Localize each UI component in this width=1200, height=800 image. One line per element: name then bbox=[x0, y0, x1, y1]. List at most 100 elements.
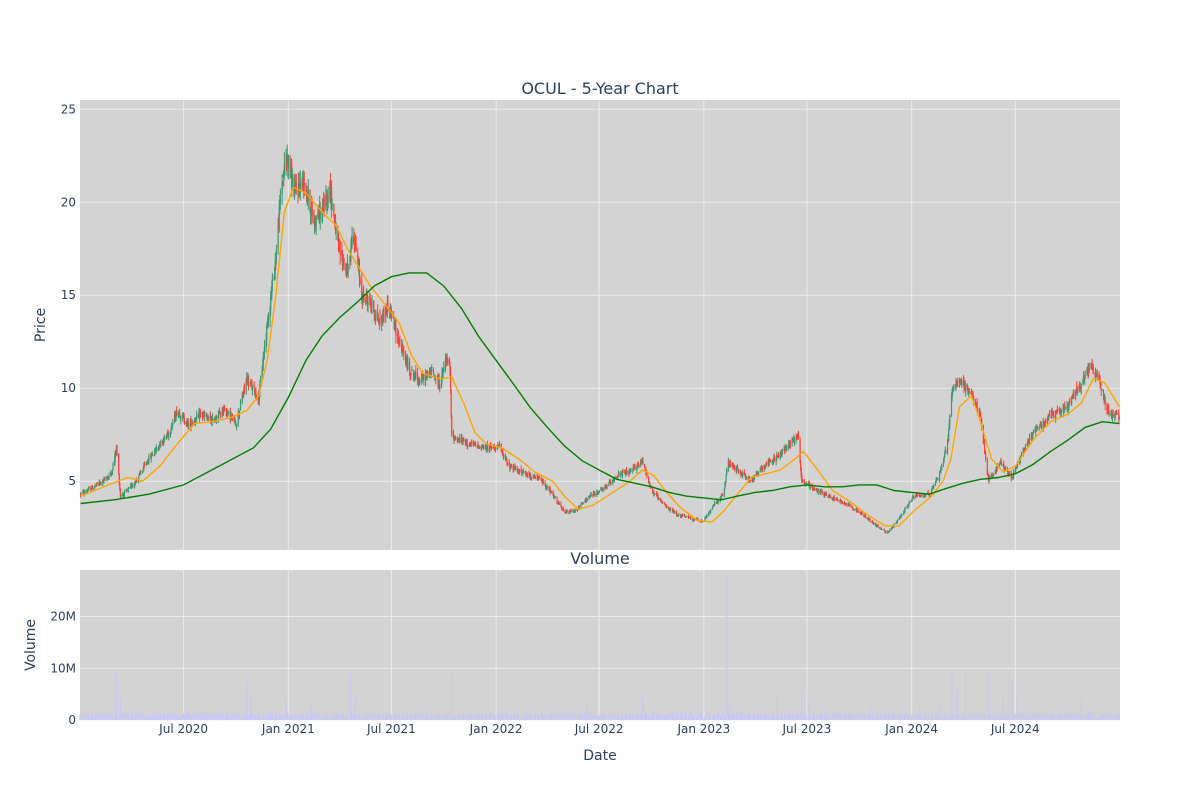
candle-body bbox=[888, 531, 890, 533]
volume-bar bbox=[246, 681, 248, 720]
volume-bar bbox=[1096, 716, 1098, 720]
volume-bar bbox=[243, 713, 245, 720]
candle-body bbox=[725, 475, 727, 482]
candle-body bbox=[254, 389, 256, 395]
volume-bar bbox=[793, 717, 795, 720]
candle-body bbox=[469, 444, 471, 446]
volume-bar bbox=[582, 716, 584, 720]
candle-body bbox=[486, 444, 489, 450]
candle-body bbox=[608, 482, 610, 484]
volume-bar bbox=[479, 713, 481, 720]
candle-body bbox=[937, 478, 939, 480]
candle-body bbox=[608, 484, 610, 487]
candle-body bbox=[432, 369, 435, 374]
candle-body bbox=[649, 483, 651, 485]
candle-body bbox=[1038, 427, 1040, 429]
volume-bar bbox=[259, 712, 261, 720]
candle-body bbox=[780, 451, 782, 454]
candle-body bbox=[447, 358, 449, 363]
volume-bar bbox=[267, 712, 270, 720]
candle-body bbox=[135, 480, 137, 484]
candle-body bbox=[425, 374, 427, 381]
candle-body bbox=[239, 401, 242, 410]
volume-bar bbox=[662, 716, 664, 720]
price-axis-title: Price bbox=[33, 308, 49, 342]
candle-body bbox=[362, 288, 365, 294]
candle-body bbox=[1072, 392, 1074, 399]
volume-bar bbox=[1022, 712, 1024, 720]
candle-body bbox=[114, 451, 116, 458]
candle-body bbox=[634, 467, 636, 470]
candle-body bbox=[390, 310, 392, 319]
volume-bar bbox=[974, 713, 977, 720]
candle-body bbox=[275, 261, 277, 263]
candle-body bbox=[315, 215, 317, 225]
candle-body bbox=[209, 415, 211, 419]
volume-bar bbox=[1028, 713, 1031, 720]
volume-bar bbox=[231, 712, 234, 720]
volume-bar bbox=[621, 712, 623, 720]
candle-body bbox=[833, 496, 835, 500]
candle-body bbox=[146, 463, 148, 465]
candle-body bbox=[809, 485, 811, 489]
candle-body bbox=[666, 507, 668, 509]
candle-body bbox=[1094, 373, 1097, 378]
candle-body bbox=[596, 491, 599, 493]
candle-body bbox=[1000, 460, 1002, 463]
volume-bar bbox=[1094, 714, 1097, 720]
candle-body bbox=[351, 235, 353, 245]
candle-body bbox=[262, 356, 264, 365]
volume-bar bbox=[606, 716, 608, 720]
price-plot-area bbox=[80, 100, 1120, 550]
candle-body bbox=[265, 336, 267, 348]
candle-body bbox=[765, 462, 768, 464]
candle-body bbox=[147, 462, 149, 464]
candle-body bbox=[873, 523, 875, 525]
candle-body bbox=[1047, 418, 1049, 421]
candle-body bbox=[803, 480, 805, 482]
candle-body bbox=[373, 300, 375, 313]
candle-body bbox=[87, 490, 89, 491]
candle-body bbox=[331, 203, 333, 206]
candle-body bbox=[451, 415, 453, 435]
candle-body bbox=[442, 371, 444, 374]
candle-body bbox=[564, 510, 566, 514]
candle-body bbox=[872, 523, 875, 525]
candle-body bbox=[686, 516, 688, 518]
candle-body bbox=[299, 182, 301, 194]
candle-body bbox=[1008, 472, 1010, 476]
volume-bar bbox=[710, 717, 712, 720]
candle-body bbox=[467, 444, 469, 447]
candle-body bbox=[521, 470, 523, 474]
volume-bar bbox=[532, 714, 534, 720]
volume-bar bbox=[339, 715, 341, 720]
volume-bar bbox=[773, 712, 775, 720]
volume-bar bbox=[92, 712, 94, 720]
volume-bar bbox=[670, 716, 672, 720]
candle-body bbox=[382, 311, 384, 323]
candle-body bbox=[136, 480, 138, 482]
candle-body bbox=[895, 523, 897, 525]
candle-body bbox=[1060, 410, 1062, 414]
candle-body bbox=[752, 477, 755, 482]
candle-body bbox=[941, 464, 943, 468]
candle-body bbox=[917, 494, 919, 496]
volume-bar bbox=[471, 713, 473, 720]
x-tick-label: Jul 2022 bbox=[574, 722, 624, 736]
candle-body bbox=[1104, 399, 1106, 405]
candle-body bbox=[554, 496, 556, 498]
volume-bar bbox=[371, 713, 373, 720]
candle-body bbox=[819, 490, 822, 494]
volume-bar bbox=[156, 716, 158, 720]
candle-body bbox=[393, 318, 395, 320]
candle-body bbox=[110, 472, 112, 476]
ma-short-line bbox=[80, 186, 1120, 527]
candle-body bbox=[835, 499, 837, 500]
candle-body bbox=[498, 444, 500, 446]
candle-body bbox=[218, 411, 221, 413]
candle-body bbox=[233, 419, 235, 421]
price-grid bbox=[80, 100, 1120, 550]
volume-bar bbox=[761, 715, 763, 720]
candle-body bbox=[646, 474, 648, 477]
volume-bar bbox=[833, 713, 835, 720]
